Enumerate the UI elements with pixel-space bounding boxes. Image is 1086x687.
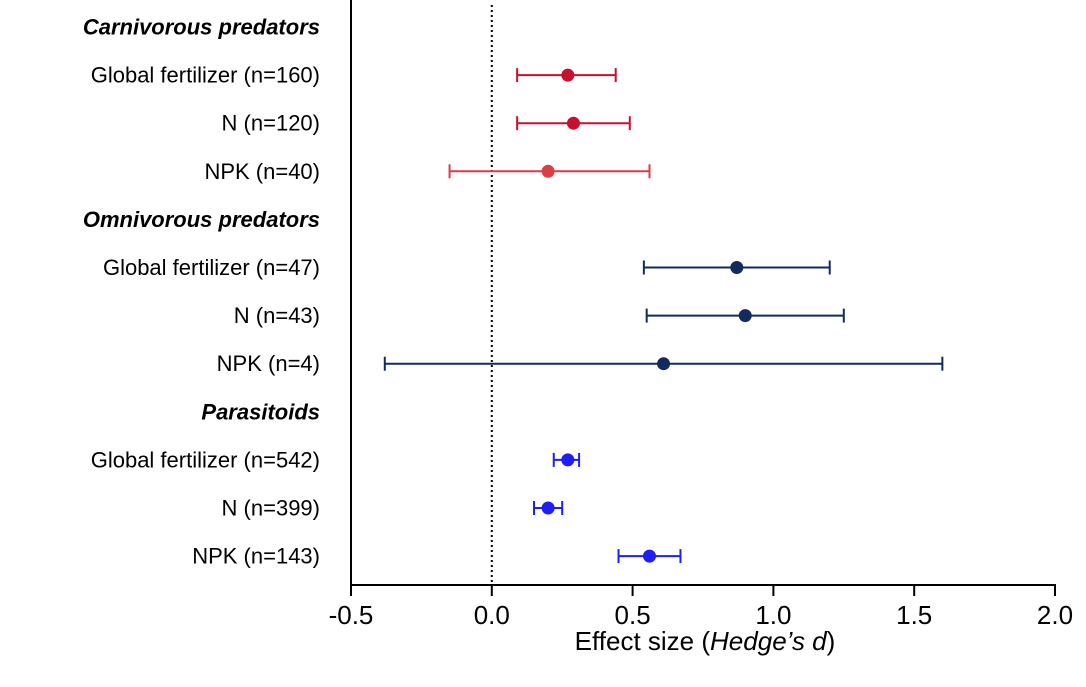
row-labels: Carnivorous predators Global fertilizer (… (83, 15, 320, 569)
mean-point (642, 549, 656, 563)
x-axis-title: Effect size (Hedge’s d) (575, 626, 836, 656)
x-tick-label: 2.0 (1037, 600, 1073, 630)
row-label: Global fertilizer (n=160) (91, 63, 320, 88)
x-tick-label: 1.5 (896, 600, 932, 630)
mean-point (541, 501, 555, 515)
x-tick-label: 0.0 (474, 600, 510, 630)
mean-point (541, 164, 555, 178)
x-tick-label: 1.0 (755, 600, 791, 630)
mean-point (566, 116, 580, 130)
group-label: Carnivorous predators (83, 15, 320, 40)
mean-point (730, 261, 744, 274)
row-label: N (n=399) (222, 496, 320, 521)
x-axis: -0.5 0.0 0.5 1.0 1.5 2.0 (329, 0, 1073, 630)
row-label: Global fertilizer (n=47) (103, 255, 320, 280)
row-label: N (n=43) (234, 303, 320, 328)
x-tick-label: -0.5 (329, 600, 374, 630)
row-label: NPK (n=40) (204, 159, 320, 184)
group-label: Parasitoids (201, 399, 320, 424)
mean-point (561, 453, 575, 467)
row-label: NPK (n=143) (192, 544, 320, 569)
row-label: Global fertilizer (n=542) (91, 447, 320, 472)
row-label: N (n=120) (222, 111, 320, 136)
row-label: NPK (n=4) (217, 351, 320, 376)
mean-point (657, 357, 671, 371)
group-label: Omnivorous predators (83, 207, 320, 232)
plot-area (383, 5, 944, 585)
mean-point (738, 309, 752, 323)
x-tick-label: 0.5 (615, 600, 651, 630)
mean-point (561, 68, 575, 82)
